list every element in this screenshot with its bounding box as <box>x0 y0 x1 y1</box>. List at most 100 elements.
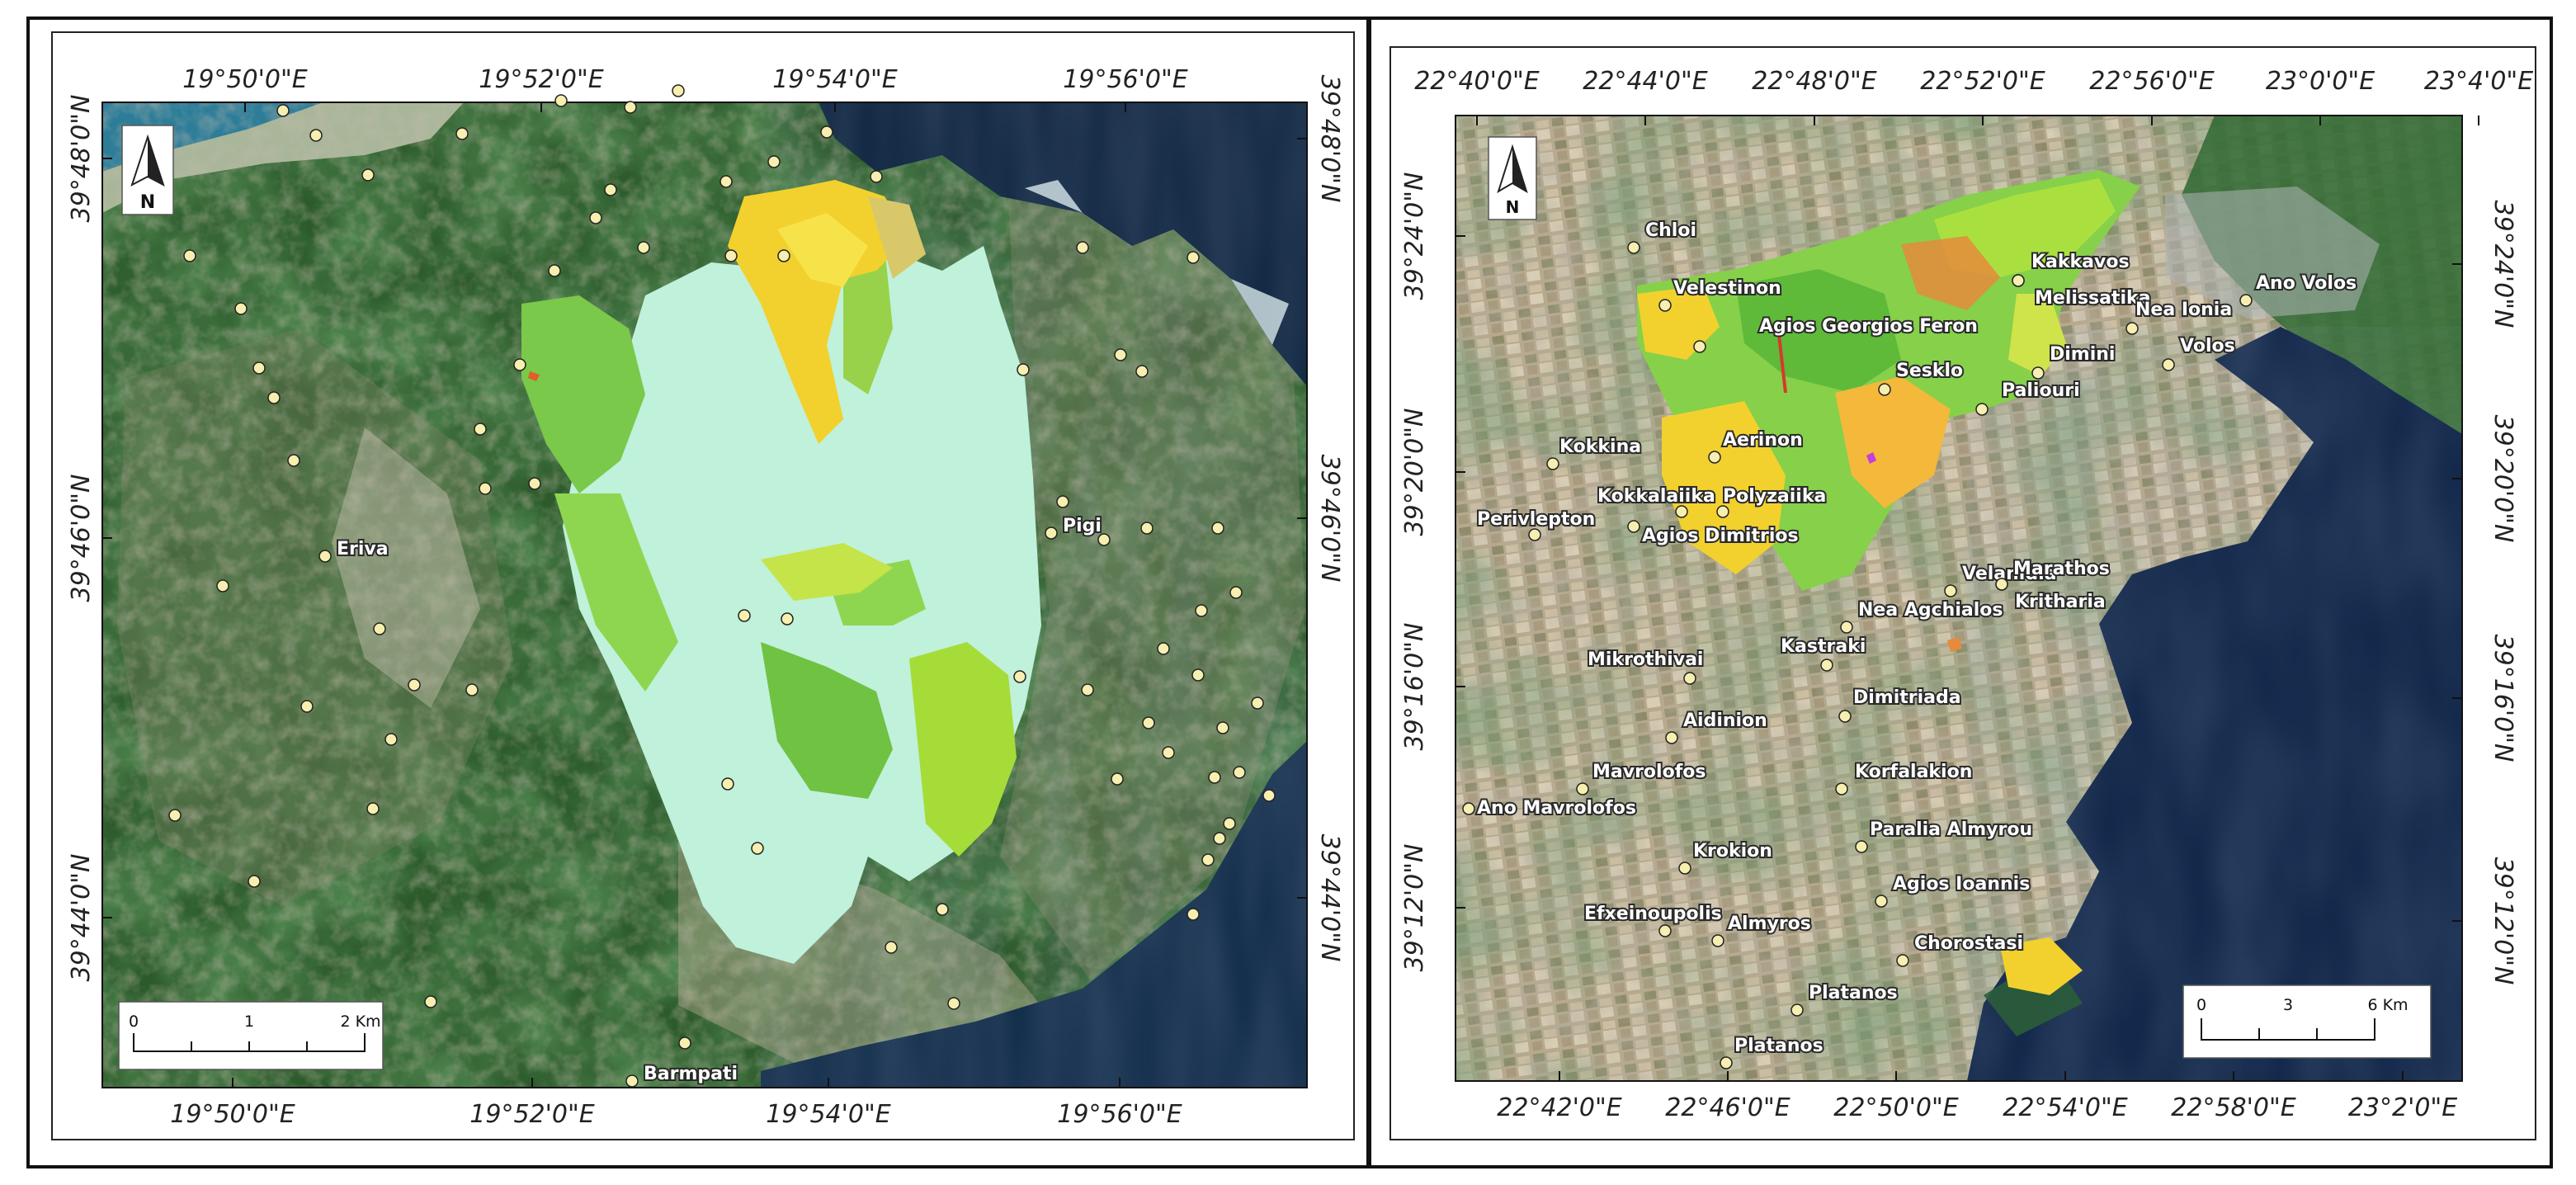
right-place-label-19: Kritharia <box>2015 592 2106 612</box>
scalebar-box <box>118 1001 384 1070</box>
left-place-marker-27 <box>465 683 479 696</box>
left-place-marker-37 <box>777 249 790 262</box>
left-north-arrow: N <box>121 125 174 215</box>
right-place-marker-26 <box>1462 802 1475 815</box>
left-place-marker-69 <box>366 802 380 815</box>
left-place-marker-16 <box>183 249 196 262</box>
right-place-label-7: Volos <box>2180 336 2235 356</box>
right-place-label-5: Nea Ionia <box>2135 300 2232 320</box>
left-named-marker-2 <box>625 1074 639 1088</box>
scalebar-bar <box>2201 1018 2375 1041</box>
right-place-label-29: Krokion <box>1693 841 1772 862</box>
right-place-marker-34 <box>1790 1003 1804 1017</box>
right-place-marker-20 <box>1840 621 1853 634</box>
left-lat-label-left-0: 39°48'0"N <box>67 95 96 223</box>
right-place-marker-19 <box>1995 578 2008 591</box>
burn-severity-moderate-high-e <box>2008 294 2066 376</box>
right-lon-label-bottom-0: 22°42'0"E <box>1497 1093 1621 1122</box>
scalebar-label-0: 0 <box>129 1013 139 1031</box>
right-place-label-35: Platanos <box>1734 1036 1823 1056</box>
left-place-marker-71 <box>678 1036 691 1050</box>
right-map-panel: Chloi Velestinon Agios Georgios Feron Kakka… <box>1400 67 2533 1122</box>
right-north-arrow: N <box>1488 136 1537 220</box>
right-lon-label-top-5: 23°0'0"E <box>2266 67 2375 96</box>
left-place-marker-58 <box>1208 771 1221 784</box>
right-lat-label-right-2: 39°16'0"N <box>2489 635 2517 762</box>
right-place-label-26: Ano Mavrolofos <box>1477 798 1636 819</box>
left-place-marker-44 <box>1157 642 1170 655</box>
burn-severity-low-r <box>1736 269 1901 393</box>
left-lon-label-top-2: 19°54'0"E <box>772 65 897 94</box>
left-place-marker-56 <box>1142 716 1155 729</box>
right-place-marker-21 <box>1820 659 1833 672</box>
left-place-marker-31 <box>528 477 541 490</box>
burn-severity-moderate-high-n2 <box>868 196 926 279</box>
right-place-label-0: Chloi <box>1645 220 1696 241</box>
right-place-marker-23 <box>1838 710 1852 723</box>
right-place-marker-32 <box>1711 934 1724 947</box>
right-place-marker-9 <box>1975 403 1989 416</box>
right-map-image <box>1455 116 2462 1081</box>
right-lat-label-right-3: 39°12'0"N <box>2489 857 2517 985</box>
left-place-marker-11 <box>1017 363 1030 376</box>
left-place-marker-17 <box>234 302 248 315</box>
right-place-label-32: Almyros <box>1728 914 1811 934</box>
burn-severity-high-core-n <box>777 213 868 287</box>
burn-severity-unburned-low <box>563 246 1041 964</box>
right-lon-label-top-3: 22°52'0"E <box>1920 67 2045 96</box>
left-place-marker-23 <box>408 678 421 692</box>
right-place-label-31: Efxeinoupolis <box>1584 904 1722 924</box>
right-place-marker-30 <box>1875 895 1888 908</box>
left-lon-label-bottom-1: 19°52'0"E <box>469 1100 594 1129</box>
left-place-marker-18 <box>252 361 266 375</box>
left-lon-label-top-1: 19°52'0"E <box>479 65 603 94</box>
surf-foam <box>1025 180 1289 345</box>
figure-outer-frame <box>26 17 2553 1168</box>
right-place-marker-15 <box>1528 528 1541 541</box>
right-place-marker-29 <box>1678 862 1691 875</box>
left-coordinate-labels: 19°50'0"E 19°52'0"E 19°54'0"E 19°56'0"E 19°5… <box>67 65 1344 1129</box>
left-place-marker-60 <box>936 903 949 916</box>
right-place-marker-35 <box>1720 1056 1733 1069</box>
right-place-label-6: Ano Volos <box>2256 273 2357 294</box>
left-place-marker-21 <box>337 543 350 556</box>
right-place-label-18: Marathos <box>2013 559 2110 579</box>
burn-severity-moderate-low-c <box>761 642 893 799</box>
right-place-marker-24 <box>1665 731 1678 744</box>
right-place-label-10: Sesklo <box>1896 361 1963 381</box>
right-lat-label-right-0: 39°24'0"N <box>2489 201 2517 328</box>
right-place-label-30: Agios Ioannis <box>1893 874 2030 895</box>
left-place-marker-12 <box>1076 241 1089 254</box>
left-place-marker-25 <box>300 700 314 713</box>
right-place-label-24: Aidinion <box>1683 711 1767 731</box>
right-place-label-16: Agios Dimitrios <box>1642 526 1799 546</box>
left-place-marker-13 <box>1114 348 1127 361</box>
left-place-marker-59 <box>1223 817 1236 830</box>
right-place-marker-10 <box>1878 383 1891 396</box>
right-place-marker-27 <box>1835 782 1848 796</box>
left-scalebar: 0 1 2 Km <box>118 1001 384 1070</box>
right-place-marker-28 <box>1855 840 1868 853</box>
right-place-marker-25 <box>1576 782 1589 796</box>
left-place-marker-10 <box>870 170 883 183</box>
left-place-marker-7 <box>719 175 733 188</box>
right-lon-label-top-2: 22°48'0"E <box>1752 67 1876 96</box>
right-place-markers: Chloi Velestinon Agios Georgios Feron Kakka… <box>1462 219 2358 1069</box>
left-place-marker-48 <box>1251 696 1264 710</box>
left-lon-label-bottom-2: 19°54'0"E <box>766 1100 890 1129</box>
left-place-marker-65 <box>781 612 794 626</box>
left-place-marker-32 <box>548 264 561 277</box>
left-place-marker-68 <box>168 809 182 822</box>
burn-severity-moderate-low-w2 <box>554 493 678 692</box>
right-lon-label-bottom-2: 22°50'0"E <box>1833 1093 1958 1122</box>
left-place-marker-33 <box>589 211 602 224</box>
right-place-label-33: Chorostasi <box>1914 933 2023 954</box>
left-lat-label-left-1: 39°46'0"N <box>67 474 96 602</box>
right-place-label-12: Kokkina <box>1559 437 1641 457</box>
left-place-marker-36 <box>724 249 738 262</box>
left-lat-label-left-2: 39°44'0"N <box>67 854 96 982</box>
north-label: N <box>1506 197 1520 217</box>
left-place-marker-14 <box>1135 365 1149 378</box>
right-place-label-8: Dimini <box>2050 344 2115 365</box>
right-place-label-3: Kakkavos <box>2031 252 2130 272</box>
